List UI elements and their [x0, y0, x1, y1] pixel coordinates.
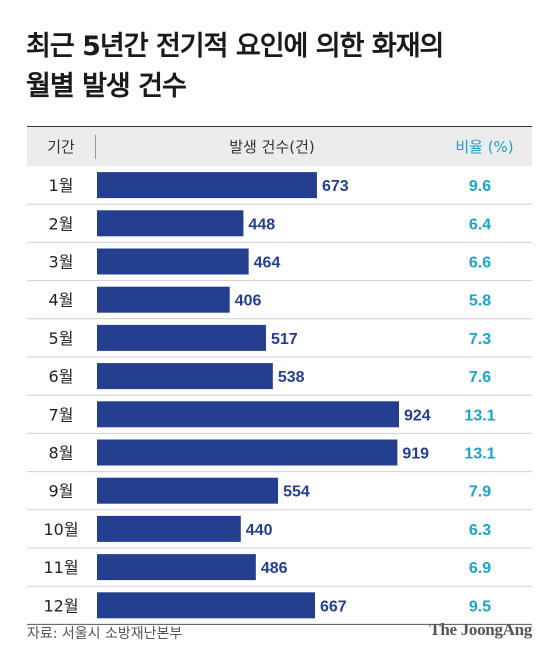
value-label: 538	[278, 369, 305, 386]
bar	[97, 210, 244, 237]
value-label: 440	[246, 522, 273, 539]
ratio-label: 7.9	[469, 484, 491, 501]
ratio-label: 7.3	[469, 331, 491, 348]
ratio-label: 9.6	[469, 178, 491, 195]
table-header: 기간 발생 건수(건) 비율 (%)	[27, 126, 532, 166]
ratio-label: 7.6	[469, 369, 491, 386]
brand-logo: The JoongAng	[429, 620, 532, 639]
header-count: 발생 건수(건)	[229, 138, 315, 156]
ratio-label: 6.6	[469, 255, 491, 272]
bar	[97, 324, 266, 351]
value-label: 924	[404, 407, 431, 424]
value-label: 554	[283, 484, 310, 501]
bar	[97, 172, 317, 199]
bar	[97, 515, 241, 542]
value-label: 919	[402, 446, 429, 463]
value-label: 486	[261, 560, 288, 577]
category-label: 12월	[43, 596, 78, 615]
category-label: 4월	[49, 291, 74, 310]
bar	[97, 248, 249, 275]
ratio-label: 5.8	[469, 293, 491, 310]
chart-title-line-1: 최근 5년간 전기적 요인에 의한 화재의	[26, 31, 444, 62]
category-label: 10월	[43, 520, 78, 539]
category-label: 2월	[49, 214, 74, 233]
source-note: 자료: 서울시 소방재난본부	[27, 626, 183, 642]
ratio-label: 6.3	[469, 522, 491, 539]
value-label: 464	[254, 255, 281, 272]
bar	[97, 592, 316, 619]
ratio-label: 6.9	[469, 560, 491, 577]
category-label: 9월	[49, 482, 74, 501]
ratio-label: 13.1	[464, 446, 495, 463]
category-label: 3월	[49, 253, 74, 272]
chart-title-line-2: 월별 발생 건수	[26, 71, 187, 102]
category-label: 1월	[49, 176, 74, 195]
bar	[97, 554, 256, 581]
ratio-label: 13.1	[464, 407, 495, 424]
header-separator	[95, 135, 96, 159]
bar	[97, 401, 399, 428]
bar	[97, 439, 398, 466]
header-period: 기간	[47, 138, 75, 156]
value-label: 673	[322, 178, 349, 195]
header-ratio: 비율 (%)	[455, 138, 514, 156]
value-label: 667	[320, 598, 347, 615]
bar	[97, 286, 230, 313]
bar	[97, 363, 273, 390]
ratio-label: 9.5	[469, 598, 491, 615]
category-label: 7월	[49, 405, 74, 424]
value-label: 406	[235, 293, 262, 310]
value-label: 448	[248, 216, 275, 233]
category-label: 5월	[49, 329, 74, 348]
category-label: 8월	[49, 444, 74, 463]
value-label: 517	[271, 331, 298, 348]
category-label: 11월	[43, 558, 78, 577]
ratio-label: 6.4	[469, 216, 491, 233]
category-label: 6월	[49, 367, 74, 386]
chart-title: 최근 5년간 전기적 요인에 의한 화재의 월별 발생 건수	[26, 27, 536, 107]
bar	[97, 477, 279, 504]
